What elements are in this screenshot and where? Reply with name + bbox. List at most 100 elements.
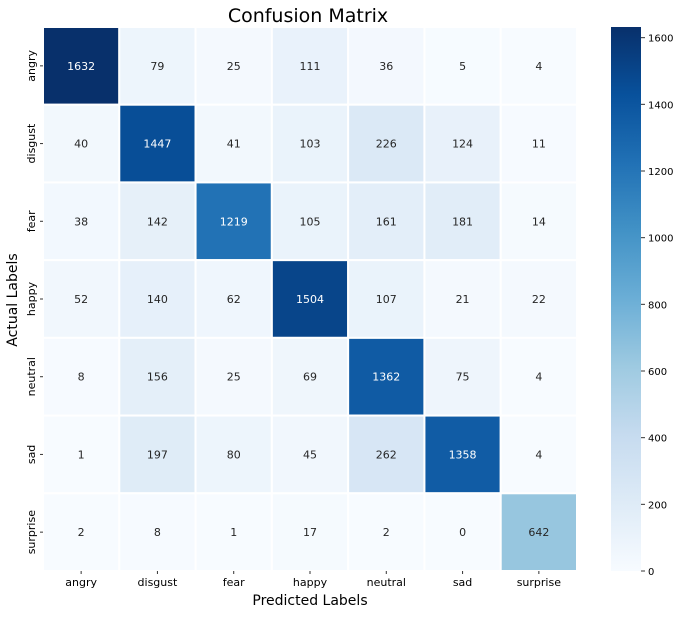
cell-value-label: 52 [74,293,88,306]
heatmap-cell [194,181,273,262]
cell-value-label: 2 [78,526,85,539]
heatmap-cell [347,414,426,495]
colorbar-tick-label: 600 [648,367,667,378]
cell-value-label: 1 [230,526,237,539]
cell-value-label: 0 [459,526,466,539]
x-tick-label: sad [453,576,472,589]
cell-value-label: 25 [227,371,241,384]
heatmap-cell [347,492,426,572]
colorbar-tick-label: 1600 [648,34,673,45]
x-tick-label: fear [223,576,245,589]
cell-value-label: 8 [78,371,85,384]
cell-value-label: 262 [376,448,397,461]
heatmap-cell [499,414,579,495]
heatmap-cells [42,26,579,572]
cell-value-label: 1219 [220,215,248,228]
cell-value-label: 40 [74,138,88,151]
cell-value-label: 41 [227,138,241,151]
x-tick-label: angry [65,576,97,589]
cell-value-label: 1358 [449,448,477,461]
x-tick-label: disgust [138,576,178,589]
heatmap-cell [270,181,350,262]
cell-value-label: 1 [78,448,85,461]
y-tick-label: angry [25,50,38,82]
y-tick-label: sad [25,445,38,464]
x-axis-label: Predicted Labels [252,593,367,609]
heatmap-cell [270,492,350,572]
x-tick-label: neutral [367,576,406,589]
y-tick-label: fear [25,210,38,232]
cell-value-label: 111 [300,60,321,73]
cell-value-label: 36 [379,60,393,73]
heatmap-cell [423,259,502,339]
heatmap-cell [499,103,579,184]
cell-value-label: 142 [147,215,168,228]
cell-value-label: 80 [227,448,241,461]
cell-value-label: 181 [452,215,473,228]
heatmap-cell [347,181,426,262]
colorbar-tick-label: 800 [648,300,667,311]
cell-value-label: 161 [376,215,397,228]
heatmap-cell [118,414,197,495]
y-tick-label: happy [25,281,38,316]
y-tick-labels: angry disgust fear happy neutral sad surprise [25,50,43,555]
heatmap-cell [42,259,121,339]
y-tick-label: disgust [25,123,38,163]
cell-value-label: 21 [456,293,470,306]
heatmap-cell [423,181,502,262]
cell-value-label: 156 [147,371,168,384]
heatmap-cell [499,492,579,572]
y-tick-label: neutral [25,357,38,396]
heatmap-cell [42,414,121,495]
colorbar-tick-label: 400 [648,434,667,445]
x-tick-label: surprise [517,576,562,589]
cell-value-label: 8 [154,526,161,539]
colorbar-tick-label: 1400 [648,100,673,111]
heatmap-cell [499,181,579,262]
cell-value-label: 4 [535,448,542,461]
cell-value-label: 62 [227,293,241,306]
cell-value-label: 45 [303,448,317,461]
y-tick-label: surprise [25,510,38,555]
cell-value-label: 1504 [296,293,324,306]
cell-value-label: 38 [74,215,88,228]
cell-value-label: 11 [532,138,546,151]
heatmap-cell [118,181,197,262]
cell-value-label: 17 [303,526,317,539]
cell-value-label: 107 [376,293,397,306]
heatmap-cell [118,26,197,106]
cell-value-label: 5 [459,60,466,73]
colorbar [611,27,641,571]
cell-value-label: 69 [303,371,317,384]
cell-value-label: 79 [150,60,164,73]
colorbar-ticks: 0 200 400 600 800 1000 1200 1400 1600 [641,34,673,578]
cell-value-label: 105 [300,215,321,228]
cell-value-label: 1632 [67,60,95,73]
chart-title: Confusion Matrix [228,5,388,27]
heatmap-cell [499,259,579,339]
cell-value-label: 25 [227,60,241,73]
cell-value-label: 140 [147,293,168,306]
heatmap-cell [42,336,121,417]
x-tick-labels: angry disgust fear happy neutral sad surprise [65,571,561,589]
cell-value-label: 226 [376,138,397,151]
colorbar-tick-label: 200 [648,500,667,511]
heatmap-cell [423,492,502,572]
cell-value-label: 4 [535,60,542,73]
x-tick-label: happy [293,576,328,589]
y-axis-label: Actual Labels [5,253,21,346]
cell-value-label: 14 [532,215,546,228]
heatmap-cell [194,103,273,184]
cell-value-label: 22 [532,293,546,306]
cell-value-label: 124 [452,138,473,151]
colorbar-tick-label: 1000 [648,234,673,245]
heatmap-cell [194,492,273,572]
cell-value-label: 2 [383,526,390,539]
heatmap-cell [423,26,502,106]
heatmap-cell [118,259,197,339]
heatmap-cell [194,336,273,417]
cell-value-label: 1447 [143,138,171,151]
